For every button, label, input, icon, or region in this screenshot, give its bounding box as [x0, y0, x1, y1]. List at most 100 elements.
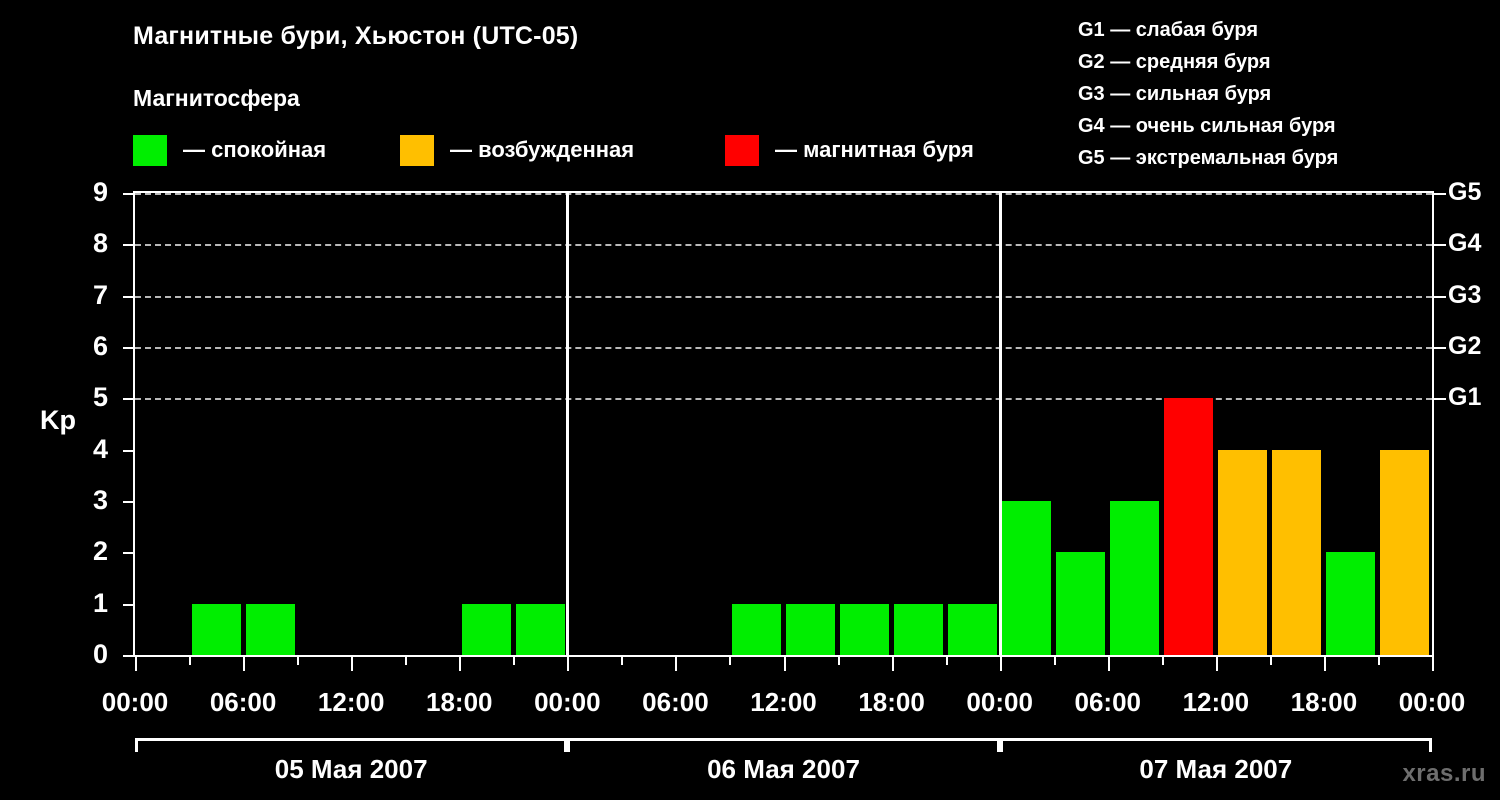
x-tick-major [783, 657, 786, 671]
x-tick-label: 06:00 [642, 687, 709, 717]
y-tick-mark-3 [123, 501, 134, 503]
x-tick-minor [1377, 657, 1380, 665]
x-tick-minor [1269, 657, 1272, 665]
x-tick-label: 18:00 [1290, 687, 1358, 717]
x-tick-minor [837, 657, 840, 665]
y-tick-mark-0 [123, 655, 134, 657]
x-tick-major [1323, 657, 1326, 671]
g-tick-label-g5: G5 [1448, 178, 1482, 206]
date-bracket-3 [999, 738, 1432, 752]
legend-item-storm: — магнитная буря [725, 133, 974, 167]
x-tick-label: 06:00 [209, 687, 277, 717]
x-tick-minor [945, 657, 948, 665]
bar [731, 603, 781, 655]
x-tick-label: 00:00 [966, 687, 1033, 717]
bar [461, 603, 511, 655]
gridline-kp-6 [135, 347, 1432, 349]
date-bracket-1 [135, 738, 568, 752]
y-tick-label-1: 1 [92, 587, 108, 618]
y-tick-label-7: 7 [92, 279, 108, 310]
g-tick-mark-g2 [1434, 347, 1446, 349]
x-tick-major [1215, 657, 1218, 671]
g-tick-label-g1: G1 [1448, 383, 1482, 412]
x-tick-label: 00:00 [101, 687, 169, 717]
y-tick-label-2: 2 [92, 536, 108, 567]
page-title: Магнитные бури, Хьюстон (UTC-05) [133, 22, 579, 50]
x-tick-major [891, 657, 894, 671]
x-tick-major [135, 657, 137, 671]
legend-item-unsettled: — возбужденная [400, 133, 634, 167]
g-scale-legend: G1 — слабая буря G2 — средняя буря G3 — … [1078, 14, 1338, 174]
gridline-kp-9 [135, 193, 1432, 195]
x-tick-minor [513, 657, 516, 665]
legend-label-unsettled: — возбужденная [450, 137, 635, 162]
x-tick-major [351, 657, 354, 671]
x-tick-label: 18:00 [426, 687, 493, 717]
y-tick-mark-1 [123, 603, 134, 606]
watermark: xras.ru [1402, 760, 1486, 787]
bar [948, 603, 998, 655]
bar [1056, 552, 1106, 655]
date-label-2: 06 Мая 2007 [707, 754, 860, 784]
g-tick-mark-g4 [1434, 244, 1446, 247]
x-tick-minor [621, 657, 624, 665]
y-tick-label-8: 8 [92, 228, 108, 259]
y-tick-label-6: 6 [92, 331, 108, 361]
bar [1326, 552, 1376, 655]
bar [840, 603, 890, 655]
x-tick-minor [729, 657, 732, 665]
x-tick-minor [297, 657, 300, 665]
g-scale-line-g4: G4 — очень сильная буря [1078, 115, 1336, 137]
bar [191, 603, 241, 655]
legend-label-quiet: — спокойная [183, 137, 327, 162]
bar [1272, 449, 1322, 655]
g-tick-mark-g1 [1434, 398, 1446, 401]
gridline-kp-5 [135, 398, 1432, 401]
magnetosphere-heading: Магнитосфера [133, 85, 300, 111]
x-tick-minor [1161, 657, 1164, 665]
legend-swatch-quiet [133, 134, 167, 166]
y-tick-label-0: 0 [92, 639, 108, 669]
x-tick-major [999, 657, 1002, 671]
date-bracket-2 [567, 738, 1000, 752]
x-tick-minor [189, 657, 192, 665]
g-tick-label-g2: G2 [1448, 332, 1482, 360]
g-tick-mark-g5 [1434, 193, 1446, 195]
x-tick-major [459, 657, 462, 671]
g-scale-line-g1: G1 — слабая буря [1078, 19, 1259, 41]
y-tick-mark-7 [123, 295, 134, 298]
y-tick-label-9: 9 [92, 177, 108, 207]
x-tick-minor [405, 657, 408, 665]
bar [515, 603, 565, 655]
legend-swatch-unsettled [400, 134, 434, 166]
gridline-kp-8 [135, 244, 1432, 247]
y-tick-label-5: 5 [92, 382, 108, 413]
bar [1218, 449, 1268, 655]
y-tick-mark-9 [123, 193, 134, 195]
y-tick-mark-4 [123, 449, 134, 452]
x-tick-label: 12:00 [1182, 687, 1250, 717]
x-tick-major [567, 657, 570, 671]
y-tick-mark-2 [123, 552, 134, 555]
y-axis-title: Kp [40, 405, 76, 435]
gridline-kp-7 [135, 295, 1432, 298]
y-tick-label-3: 3 [92, 485, 108, 515]
y-tick-label-4: 4 [92, 433, 108, 464]
x-tick-label: 06:00 [1074, 687, 1142, 717]
y-tick-mark-5 [123, 398, 134, 401]
date-label-1: 05 Мая 2007 [274, 754, 428, 784]
bar [1380, 449, 1430, 655]
g-scale-line-g5: G5 — экстремальная буря [1078, 147, 1339, 169]
g-scale-line-g2: G2 — средняя буря [1078, 51, 1271, 73]
day-separator-1 [566, 193, 570, 655]
chart-plot-area [133, 191, 1434, 657]
g-tick-mark-g3 [1434, 295, 1446, 298]
bar [894, 603, 944, 655]
x-tick-major [1107, 657, 1110, 671]
bar [786, 603, 836, 655]
x-tick-label: 00:00 [534, 687, 601, 717]
x-tick-major [675, 657, 678, 671]
bar [1110, 501, 1160, 655]
bar [1002, 501, 1052, 655]
x-tick-major [1432, 657, 1434, 671]
